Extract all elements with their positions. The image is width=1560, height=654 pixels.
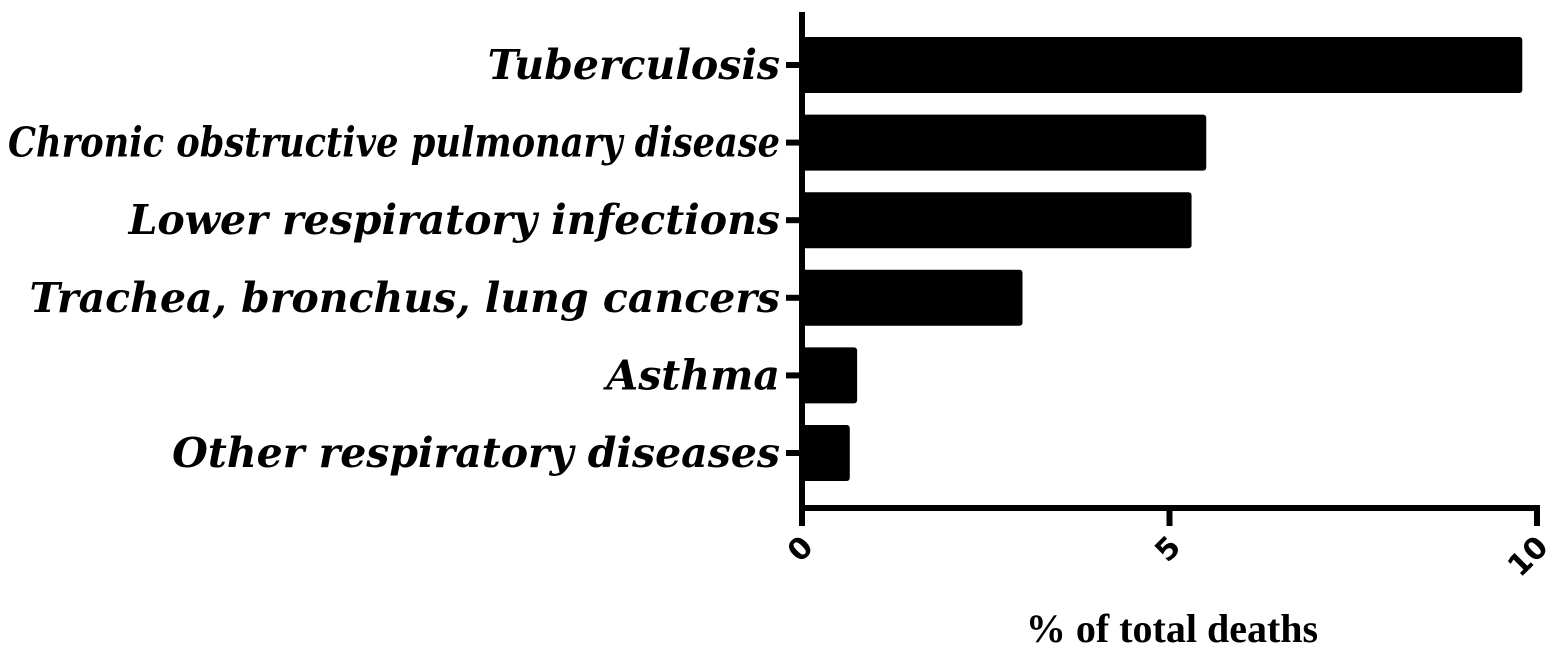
- bar: [802, 114, 1207, 171]
- category-label: Trachea, bronchus, lung cancers: [29, 274, 780, 322]
- bar: [802, 347, 858, 404]
- bar: [802, 269, 1023, 326]
- bar: [802, 37, 1523, 93]
- x-tick-labels: 0 5 10: [781, 530, 1556, 584]
- bar: [802, 192, 1192, 249]
- category-labels: Tuberculosis Chronic obstructive pulmonar…: [8, 41, 780, 477]
- bars-group: [802, 37, 1523, 481]
- category-label: Other respiratory diseases: [172, 429, 780, 477]
- x-axis-title: % of total deaths: [1026, 606, 1318, 651]
- x-tick-label: 10: [1501, 530, 1555, 584]
- x-axis-ticks: [799, 508, 1540, 526]
- category-label: Asthma: [602, 351, 780, 399]
- category-ticks: [786, 62, 802, 456]
- x-tick-label: 5: [1148, 530, 1188, 570]
- category-label: Lower respiratory infections: [128, 196, 780, 244]
- category-label: Chronic obstructive pulmonary disease: [8, 119, 780, 167]
- category-label: Tuberculosis: [488, 41, 780, 89]
- bar: [802, 425, 850, 481]
- x-tick-label: 0: [781, 530, 821, 570]
